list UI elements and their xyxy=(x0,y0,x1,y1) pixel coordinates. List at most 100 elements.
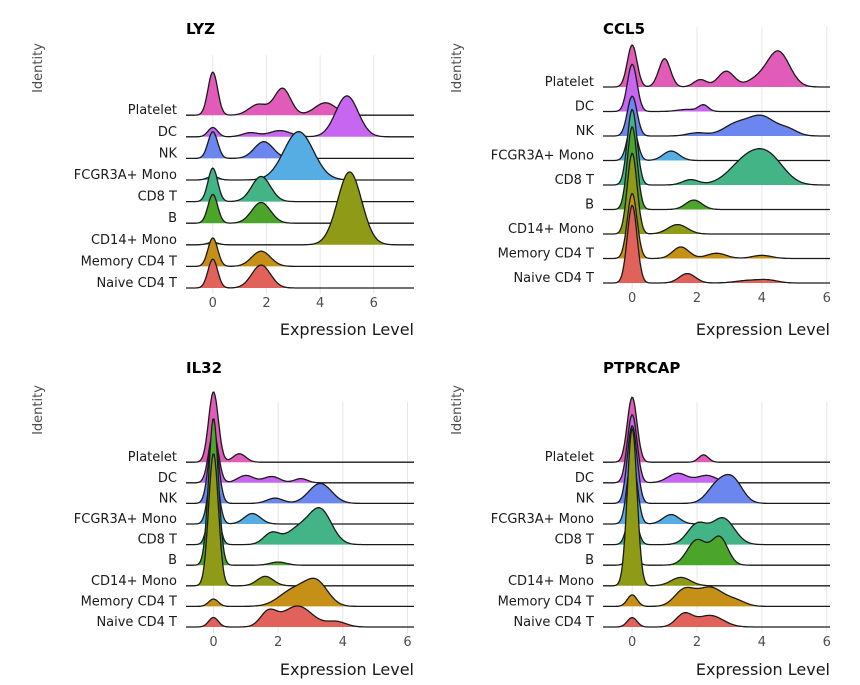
ridge-cd14plus-mono-line xyxy=(186,171,414,246)
x-tick-label: 4 xyxy=(758,291,766,306)
x-tick-label: 0 xyxy=(209,296,217,311)
x-tick-label: 0 xyxy=(209,635,217,650)
ridge-platelet-line xyxy=(603,44,830,88)
ridge-b-line xyxy=(603,126,830,211)
ridge-naive-cd4-t-area xyxy=(186,259,414,288)
ridge-platelet-line xyxy=(603,396,830,463)
ridge-cd14plus-mono-line xyxy=(603,427,830,587)
ridge-cd14plus-mono-line xyxy=(603,152,830,235)
x-axis-label: Expression Level xyxy=(696,320,830,339)
ridge-cd8-t-area xyxy=(603,109,830,185)
category-label-fcgr3aplus-mono: FCGR3A+ Mono xyxy=(491,512,594,527)
ridge-b-area xyxy=(186,194,414,224)
ridge-fcgr3aplus-mono-area xyxy=(186,131,414,180)
x-axis-label: Expression Level xyxy=(696,660,830,679)
x-axis-label: Expression Level xyxy=(280,660,414,679)
ridge-cd14plus-mono-area xyxy=(186,172,414,245)
ridge-naive-cd4-t-line xyxy=(186,605,414,628)
category-label-nk: NK xyxy=(576,124,595,139)
category-label-cd14plus-mono: CD14+ Mono xyxy=(508,574,594,589)
ridge-fcgr3aplus-mono-line xyxy=(186,131,414,181)
x-axis-label: Expression Level xyxy=(280,320,414,339)
ridge-naive-cd4-t-area xyxy=(186,606,414,627)
x-tick-label: 2 xyxy=(262,296,270,311)
panel-lyz: LYZ Identity Naive CD4 T Memory CD4 T CD14+ … xyxy=(31,20,414,339)
x-tick-label: 2 xyxy=(693,291,701,306)
ridge-nk-line xyxy=(603,425,830,505)
category-label-naive-cd4-t: Naive CD4 T xyxy=(513,271,594,286)
panel-title: PTPRCAP xyxy=(603,359,680,377)
category-label-dc: DC xyxy=(158,471,177,486)
category-label-cd8-t: CD8 T xyxy=(555,173,594,188)
x-tick-label: 6 xyxy=(823,635,831,650)
ridge-cd14plus-mono-area xyxy=(603,428,830,586)
x-tick-label: 6 xyxy=(370,296,378,311)
category-label-naive-cd4-t: Naive CD4 T xyxy=(96,276,177,291)
category-label-platelet: Platelet xyxy=(545,450,594,465)
ridge-platelet-area xyxy=(603,45,830,87)
category-label-fcgr3aplus-mono: FCGR3A+ Mono xyxy=(74,168,177,183)
y-axis-label: Identity xyxy=(450,385,465,435)
ridge-platelet-area xyxy=(186,72,414,116)
ridge-b-line xyxy=(186,418,414,566)
ridge-memory-cd4-t-area xyxy=(186,237,414,267)
category-label-memory-cd4-t: Memory CD4 T xyxy=(81,254,177,269)
panel-title: IL32 xyxy=(186,359,222,377)
category-label-dc: DC xyxy=(158,125,177,140)
category-label-b: B xyxy=(168,553,177,568)
y-axis-label: Identity xyxy=(450,43,465,93)
category-label-cd14plus-mono: CD14+ Mono xyxy=(91,233,177,248)
ridge-naive-cd4-t-area xyxy=(603,205,830,283)
category-label-fcgr3aplus-mono: FCGR3A+ Mono xyxy=(491,149,594,164)
ridge-cd14plus-mono-area xyxy=(603,153,830,234)
category-label-memory-cd4-t: Memory CD4 T xyxy=(498,247,594,262)
ridge-dc-area xyxy=(186,95,414,137)
ridge-cd8-t-line xyxy=(186,167,414,203)
x-tick-label: 4 xyxy=(316,296,324,311)
y-axis-label: Identity xyxy=(31,385,46,435)
category-label-naive-cd4-t: Naive CD4 T xyxy=(96,615,177,630)
ridge-fcgr3aplus-mono-line xyxy=(603,123,830,162)
ridge-memory-cd4-t-line xyxy=(186,237,414,268)
x-tick-label: 2 xyxy=(274,635,282,650)
category-label-cd14plus-mono: CD14+ Mono xyxy=(508,222,594,237)
category-label-cd8-t: CD8 T xyxy=(138,533,177,548)
ridge-memory-cd4-t-line xyxy=(603,586,830,608)
ridge-platelet-line xyxy=(186,391,414,463)
x-tick-label: 6 xyxy=(823,291,831,306)
category-label-cd8-t: CD8 T xyxy=(555,533,594,548)
category-label-b: B xyxy=(168,211,177,226)
y-axis-label: Identity xyxy=(31,43,46,93)
ridge-naive-cd4-t-line xyxy=(603,204,830,284)
ridge-cd14plus-mono-area xyxy=(186,454,414,586)
category-label-platelet: Platelet xyxy=(128,103,177,118)
ridge-nk-area xyxy=(603,96,830,136)
ridge-platelet-line xyxy=(186,71,414,116)
panel-ccl5: CCL5 Identity Naive CD4 T Memory CD4 T CD14+… xyxy=(450,20,831,339)
x-tick-label: 2 xyxy=(693,635,701,650)
category-label-nk: NK xyxy=(159,146,178,161)
panel-ptprcap: PTPRCAP Identity Naive CD4 T Memory CD4 T CD… xyxy=(450,359,831,679)
ridge-cd8-t-line xyxy=(603,108,830,186)
x-tick-label: 6 xyxy=(403,635,411,650)
x-tick-label: 0 xyxy=(628,635,636,650)
category-label-cd8-t: CD8 T xyxy=(138,190,177,205)
category-label-b: B xyxy=(585,198,594,213)
x-tick-label: 4 xyxy=(758,635,766,650)
category-label-nk: NK xyxy=(159,491,178,506)
ridge-naive-cd4-t-line xyxy=(603,612,830,628)
panel-title: CCL5 xyxy=(603,20,645,38)
category-label-cd14plus-mono: CD14+ Mono xyxy=(91,574,177,589)
ridge-memory-cd4-t-line xyxy=(603,192,830,260)
ridge-b-line xyxy=(186,193,414,224)
panel-title: LYZ xyxy=(186,20,215,38)
category-label-platelet: Platelet xyxy=(128,450,177,465)
ridge-dc-area xyxy=(603,64,830,112)
ridge-memory-cd4-t-line xyxy=(186,577,414,608)
category-label-platelet: Platelet xyxy=(545,75,594,90)
ridge-nk-line xyxy=(186,431,414,505)
ridge-platelet-area xyxy=(186,392,414,463)
ridge-nk-area xyxy=(186,131,414,159)
ridge-memory-cd4-t-area xyxy=(186,578,414,607)
